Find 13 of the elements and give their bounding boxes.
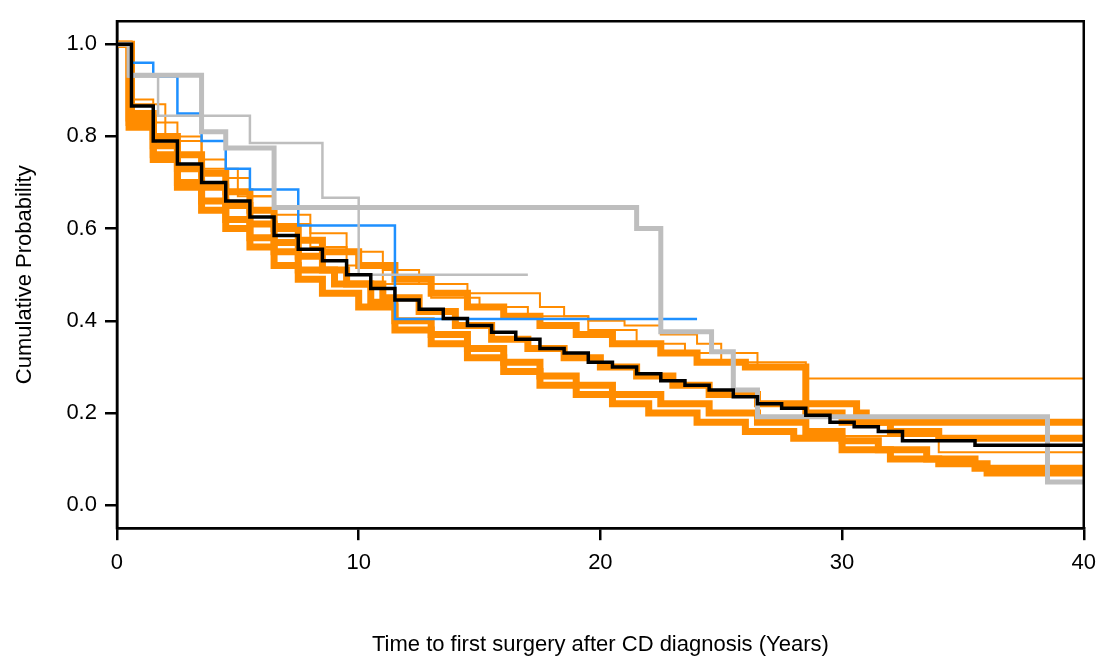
y-axis-title: Cumulative Probability bbox=[11, 165, 37, 385]
x-axis-title: Time to first surgery after CD diagnosis (Years) bbox=[371, 630, 829, 656]
y-tick-label: 0.0 bbox=[66, 491, 97, 517]
y-tick-label: 0.8 bbox=[66, 122, 97, 148]
x-tick-label: 30 bbox=[829, 549, 855, 575]
y-tick-label: 1.0 bbox=[66, 30, 97, 56]
x-tick-label: 0 bbox=[110, 549, 124, 575]
y-tick-label: 0.4 bbox=[66, 306, 97, 332]
y-tick-label: 0.6 bbox=[66, 214, 97, 240]
x-tick-label: 20 bbox=[588, 549, 613, 575]
x-tick-label: 10 bbox=[346, 549, 371, 575]
x-tick-label: 40 bbox=[1071, 549, 1097, 575]
y-tick-label: 0.2 bbox=[66, 399, 97, 425]
